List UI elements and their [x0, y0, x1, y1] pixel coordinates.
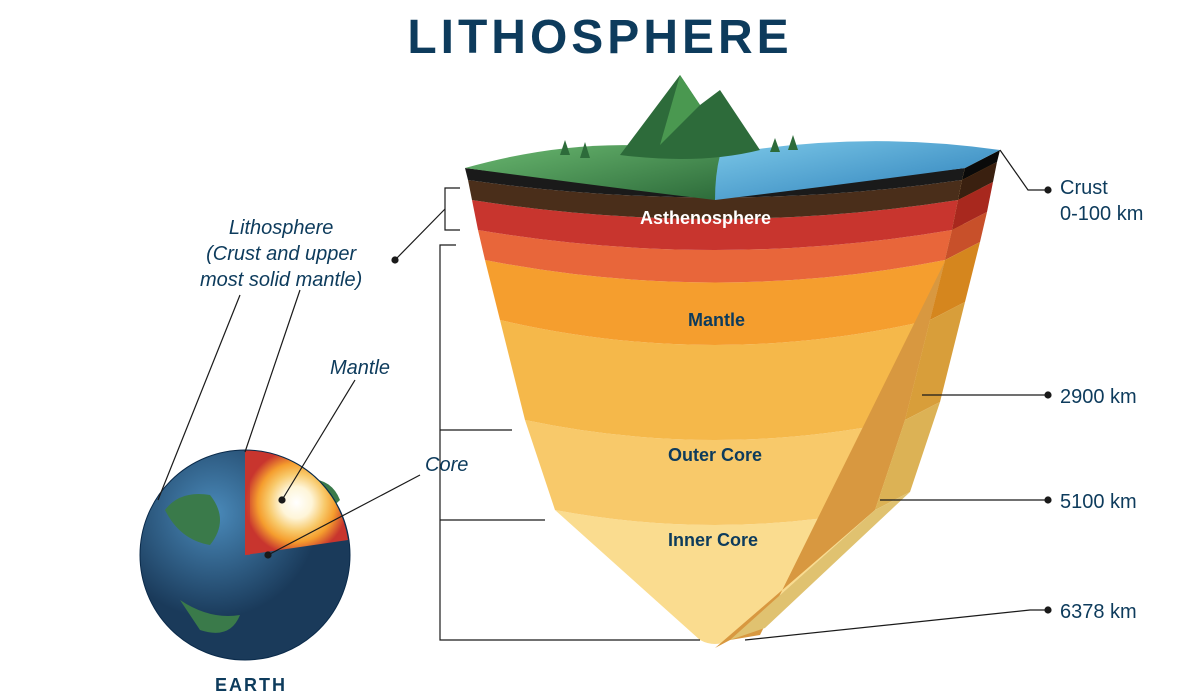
- depth-6378: 6378 km: [1060, 599, 1137, 625]
- layer-mantle: Mantle: [688, 310, 745, 331]
- callout-mantle: Mantle: [330, 355, 390, 381]
- wedge-diagram: [0, 0, 1200, 700]
- depth-5100: 5100 km: [1060, 489, 1137, 515]
- layer-inner-core: Inner Core: [668, 530, 758, 551]
- earth-label: EARTH: [215, 675, 287, 696]
- layer-asthenosphere: Asthenosphere: [640, 208, 771, 229]
- depth-crust: Crust 0-100 km: [1060, 175, 1143, 227]
- callout-core: Core: [425, 452, 468, 478]
- callout-lithosphere: Lithosphere (Crust and upper most solid …: [200, 215, 362, 293]
- depth-2900: 2900 km: [1060, 384, 1137, 410]
- layer-outer-core: Outer Core: [668, 445, 762, 466]
